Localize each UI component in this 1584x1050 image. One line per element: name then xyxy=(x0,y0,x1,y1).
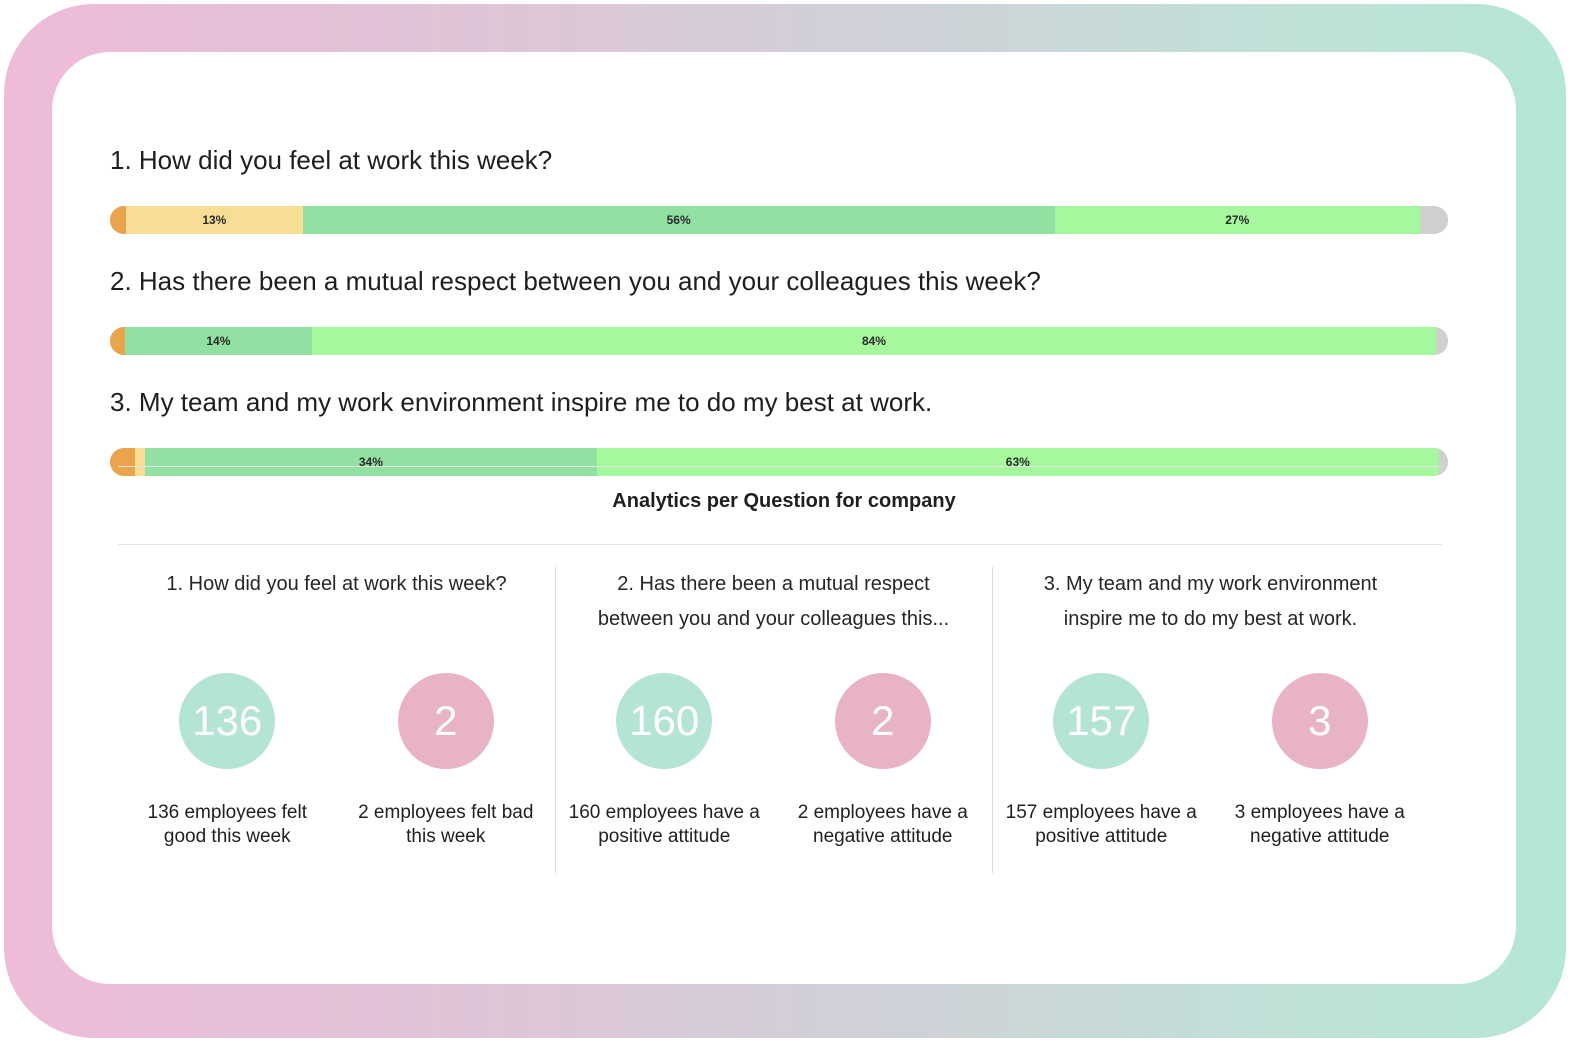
divider xyxy=(118,544,1442,545)
question-title: 3. My team and my work environment inspi… xyxy=(110,387,933,417)
column-title: 1. How did you feel at work this week? xyxy=(118,567,555,639)
question-bars-section: 1. How did you feel at work this week? 1… xyxy=(110,140,1448,503)
analytics-column-3: 3. My team and my work environment inspi… xyxy=(992,567,1429,873)
negative-count-circle: 2 xyxy=(834,673,931,769)
bar-segment-none xyxy=(1438,448,1448,476)
response-bar[interactable]: 34% 63% xyxy=(110,448,1448,476)
bar-segment-none xyxy=(1419,206,1448,234)
negative-stat: 2 2 employees have a negative attitude xyxy=(783,673,983,849)
positive-stat: 157 157 employees have a positive attitu… xyxy=(1001,673,1201,849)
question-title: 2. Has there been a mutual respect betwe… xyxy=(110,266,1041,296)
divider xyxy=(118,466,1442,467)
bar-segment-none xyxy=(1435,327,1448,355)
question-block-1: 1. How did you feel at work this week? 1… xyxy=(110,140,1448,234)
response-bar[interactable]: 14% 84% xyxy=(110,327,1448,355)
column-separator xyxy=(992,567,993,873)
bar-segment-good: 14% xyxy=(124,327,313,355)
positive-count-circle: 160 xyxy=(616,673,713,769)
question-title: 1. How did you feel at work this week? xyxy=(110,145,553,175)
positive-description: 136 employees felt good this week xyxy=(147,802,308,847)
analytics-title: Analytics per Question for company xyxy=(612,490,956,512)
bar-segment-very-good: 84% xyxy=(312,327,1436,355)
column-title: 3. My team and my work environment inspi… xyxy=(992,567,1429,639)
stats-row: 157 157 employees have a positive attitu… xyxy=(992,673,1429,849)
negative-stat: 3 3 employees have a negative attitude xyxy=(1220,673,1420,849)
negative-description: 3 employees have a negative attitude xyxy=(1234,802,1405,847)
column-title: 2. Has there been a mutual respect betwe… xyxy=(555,567,992,639)
bar-segment-very-good: 63% xyxy=(597,448,1439,476)
stats-row: 136 136 employees felt good this week 2 … xyxy=(118,673,555,849)
column-title-line: 2. Has there been a mutual respect xyxy=(617,573,930,595)
negative-stat: 2 2 employees felt bad this week xyxy=(346,673,546,849)
positive-description: 157 employees have a positive attitude xyxy=(1005,802,1197,847)
negative-count-circle: 2 xyxy=(397,673,494,769)
stats-row: 160 160 employees have a positive attitu… xyxy=(555,673,992,849)
question-block-2: 2. Has there been a mutual respect betwe… xyxy=(110,261,1448,355)
positive-count-circle: 136 xyxy=(179,673,276,769)
bar-segment-good: 34% xyxy=(144,448,598,476)
bar-segment-very-bad xyxy=(110,448,136,476)
positive-count-circle: 157 xyxy=(1053,673,1150,769)
column-title-line: 3. My team and my work environment xyxy=(1043,573,1378,595)
positive-stat: 160 160 employees have a positive attitu… xyxy=(564,673,764,849)
column-title-line: 1. How did you feel at work this week? xyxy=(166,573,507,595)
response-bar[interactable]: 13% 56% 27% xyxy=(110,206,1448,234)
dashboard-card: 1. How did you feel at work this week? 1… xyxy=(52,52,1516,984)
bar-segment-bad: 13% xyxy=(126,206,303,234)
bar-segment-very-good: 27% xyxy=(1054,206,1420,234)
positive-stat: 136 136 employees felt good this week xyxy=(127,673,327,849)
bar-segment-very-bad xyxy=(110,327,125,355)
column-title-line: inspire me to do my best at work. xyxy=(1063,608,1358,630)
column-separator xyxy=(555,567,556,873)
positive-description: 160 employees have a positive attitude xyxy=(568,802,760,847)
bar-segment-good: 56% xyxy=(302,206,1055,234)
bar-segment-very-bad xyxy=(110,206,127,234)
analytics-column-1: 1. How did you feel at work this week? 1… xyxy=(118,567,555,873)
negative-description: 2 employees felt bad this week xyxy=(358,802,534,847)
column-title-line: between you and your colleagues this... xyxy=(597,608,950,630)
question-block-3: 3. My team and my work environment inspi… xyxy=(110,382,1448,476)
negative-count-circle: 3 xyxy=(1271,673,1368,769)
bar-segment-bad xyxy=(135,448,145,476)
negative-description: 2 employees have a negative attitude xyxy=(797,802,968,847)
analytics-column-2: 2. Has there been a mutual respect betwe… xyxy=(555,567,992,873)
